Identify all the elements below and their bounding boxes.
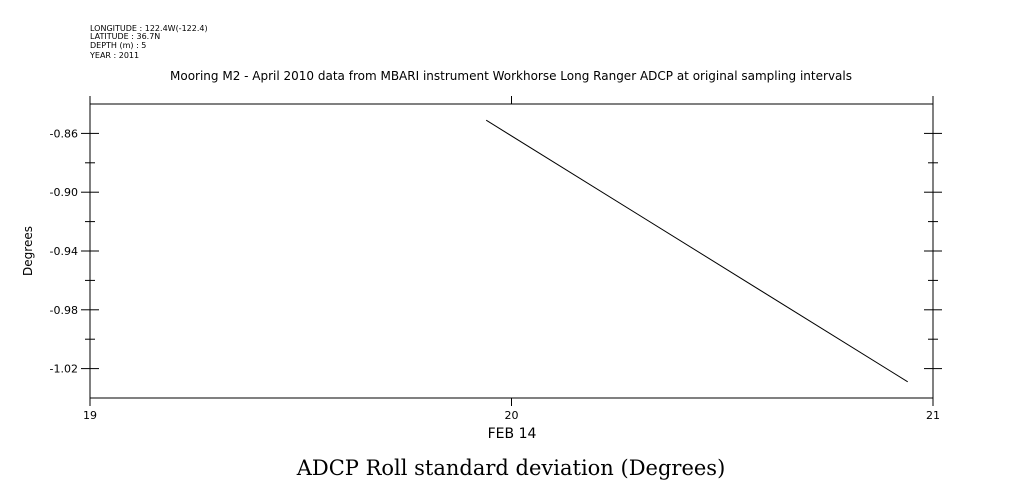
- series-layer: [485, 119, 908, 383]
- y-tick-label: -0.94: [50, 245, 78, 258]
- y-tick-label: -0.90: [50, 186, 78, 199]
- ticks-layer: -0.86 -0.90 -0.94 -0.98 -1.02 19 20 21: [50, 96, 942, 422]
- meta-latitude: LATITUDE : 36.7N: [90, 32, 160, 41]
- x-axis-label: FEB 14: [488, 426, 537, 442]
- y-axis-label: Degrees: [21, 226, 35, 276]
- y-tick-label: -0.98: [50, 304, 78, 317]
- chart-subtitle: Mooring M2 - April 2010 data from MBARI …: [170, 69, 852, 83]
- meta-longitude: LONGITUDE : 122.4W(-122.4): [90, 24, 208, 33]
- meta-year: YEAR : 2011: [89, 51, 139, 60]
- meta-depth: DEPTH (m) : 5: [90, 41, 146, 50]
- chart-title: ADCP Roll standard deviation (Degrees): [296, 456, 726, 480]
- y-tick-label: -0.86: [50, 127, 78, 140]
- x-tick-label: 21: [926, 409, 940, 422]
- plot-frame: [89, 103, 934, 399]
- x-tick-label: 20: [505, 409, 519, 422]
- y-tick-label: -1.02: [50, 363, 78, 376]
- x-tick-label: 19: [83, 409, 97, 422]
- series-line: [485, 119, 908, 383]
